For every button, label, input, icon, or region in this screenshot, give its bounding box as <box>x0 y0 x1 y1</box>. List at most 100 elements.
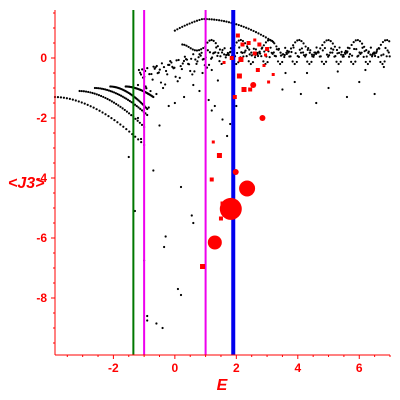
data-point <box>363 45 366 48</box>
data-point <box>186 23 189 26</box>
data-point <box>241 51 244 54</box>
data-point <box>189 47 192 50</box>
data-point <box>115 102 118 106</box>
data-point <box>295 60 298 64</box>
data-point <box>291 60 294 63</box>
data-point <box>95 93 98 96</box>
x-axis-label: E <box>217 377 229 394</box>
data-point <box>377 55 380 59</box>
data-point <box>361 46 364 49</box>
data-point <box>235 62 238 66</box>
highlight-point <box>218 216 223 221</box>
data-point <box>298 48 301 51</box>
data-point <box>238 46 241 49</box>
data-point <box>84 90 88 93</box>
data-point <box>248 48 251 51</box>
data-point <box>137 68 141 72</box>
data-point <box>380 54 383 57</box>
data-point <box>179 293 183 297</box>
data-point <box>287 50 291 53</box>
data-point <box>183 24 186 27</box>
data-point <box>310 60 313 63</box>
data-point <box>195 62 198 65</box>
data-point <box>100 87 104 90</box>
data-point <box>246 45 249 48</box>
data-point <box>148 73 151 76</box>
y-tick-label: -8 <box>36 291 47 305</box>
data-point <box>191 48 194 51</box>
highlight-point <box>246 41 251 45</box>
data-point <box>176 80 179 83</box>
data-point <box>247 60 250 63</box>
data-point <box>237 23 240 27</box>
data-point <box>381 40 385 44</box>
data-point <box>352 41 355 44</box>
highlight-point <box>252 51 257 56</box>
data-point <box>262 34 265 38</box>
data-point <box>229 50 232 53</box>
data-point <box>178 26 181 30</box>
data-point <box>116 92 119 96</box>
data-point <box>158 68 161 71</box>
data-point <box>220 51 224 54</box>
data-point <box>294 52 297 55</box>
data-point <box>122 125 125 128</box>
data-point <box>281 88 284 91</box>
data-point <box>97 87 100 90</box>
data-point <box>80 101 83 104</box>
data-point <box>358 40 362 43</box>
data-point <box>279 54 283 57</box>
data-point <box>262 44 265 47</box>
data-point <box>252 29 255 33</box>
data-point <box>348 47 351 50</box>
data-point <box>363 50 366 53</box>
data-point <box>250 54 253 57</box>
data-point <box>269 39 272 42</box>
highlight-point <box>235 33 240 38</box>
data-point <box>176 287 180 291</box>
data-point <box>275 45 278 48</box>
data-point <box>92 106 95 109</box>
data-point <box>194 58 197 61</box>
data-point <box>119 105 122 108</box>
data-point <box>164 69 168 73</box>
data-point <box>333 45 336 48</box>
data-point <box>236 51 239 55</box>
data-point <box>127 112 131 115</box>
data-point <box>206 49 209 52</box>
data-point <box>104 96 107 100</box>
data-point <box>182 59 186 63</box>
data-point <box>110 116 113 120</box>
data-point <box>350 43 353 47</box>
highlight-point <box>200 264 206 269</box>
data-point <box>109 89 112 93</box>
data-point <box>284 71 287 75</box>
data-point <box>225 53 228 57</box>
data-point <box>365 49 368 52</box>
data-point <box>373 92 376 96</box>
data-point <box>293 80 296 84</box>
data-point <box>220 19 223 22</box>
data-point <box>345 95 349 99</box>
data-point <box>104 113 107 116</box>
data-point <box>163 245 166 249</box>
data-point <box>276 60 280 63</box>
data-point <box>356 38 359 42</box>
data-point <box>336 70 339 73</box>
data-point <box>119 123 122 126</box>
data-point <box>388 55 391 58</box>
data-point <box>215 18 218 22</box>
data-point <box>220 62 223 66</box>
data-point <box>193 20 196 23</box>
data-point <box>383 60 386 63</box>
data-point <box>179 64 182 68</box>
data-point <box>375 50 378 53</box>
x-tick-label: 4 <box>294 361 301 375</box>
data-point <box>185 58 189 61</box>
data-point <box>175 59 178 62</box>
data-point <box>159 81 163 84</box>
data-point <box>117 104 120 107</box>
highlight-point <box>222 61 226 64</box>
data-point <box>260 47 263 50</box>
data-point <box>191 73 194 76</box>
